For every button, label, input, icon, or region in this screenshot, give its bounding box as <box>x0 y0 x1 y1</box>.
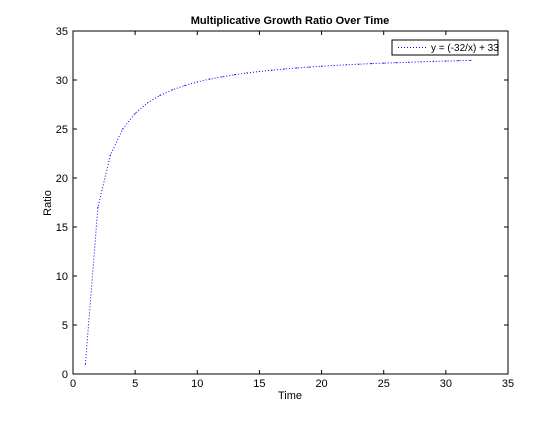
y-tick-label: 25 <box>56 124 68 136</box>
data-point <box>432 60 434 63</box>
data-point <box>383 62 385 64</box>
data-point <box>445 60 447 62</box>
data-point <box>159 94 161 96</box>
data-point <box>296 67 298 69</box>
data-point <box>271 69 273 71</box>
data-point <box>184 84 186 87</box>
y-axis-label: Ratio <box>42 190 54 216</box>
data-point <box>84 363 86 365</box>
y-axis-ticks: 0 5 10 15 20 25 30 35 <box>56 26 508 381</box>
data-point <box>221 76 223 78</box>
x-tick-label: 15 <box>253 378 265 390</box>
x-tick-label: 0 <box>70 378 76 390</box>
plot-area <box>72 30 509 375</box>
data-point <box>283 68 285 70</box>
data-point <box>333 64 335 67</box>
data-point <box>321 65 323 67</box>
data-point <box>258 70 260 73</box>
x-axis-ticks: 0 5 10 15 20 25 30 35 <box>70 31 514 390</box>
legend-box <box>391 39 499 56</box>
data-point <box>196 81 198 83</box>
y-tick-label: 0 <box>62 369 68 381</box>
data-point <box>97 206 99 208</box>
data-point <box>209 78 211 80</box>
x-tick-label: 5 <box>132 378 138 390</box>
y-tick-label: 30 <box>56 75 68 87</box>
data-point <box>122 128 124 130</box>
x-axis-label: Time <box>278 390 302 402</box>
chart-title: Multiplicative Growth Ratio Over Time <box>191 15 389 27</box>
data-point <box>171 89 173 91</box>
data-point <box>147 102 149 104</box>
x-tick-label: 30 <box>440 378 452 390</box>
y-tick-label: 10 <box>56 271 68 283</box>
data-point <box>420 61 422 63</box>
y-tick-label: 35 <box>56 26 68 38</box>
x-tick-label: 35 <box>502 378 514 390</box>
data-point <box>408 61 410 63</box>
data-point <box>109 154 111 156</box>
x-tick-label: 25 <box>378 378 390 390</box>
data-point <box>234 74 236 76</box>
x-tick-label: 20 <box>315 378 327 390</box>
data-point <box>395 62 397 64</box>
data-point <box>370 63 372 65</box>
legend: y = (-32/x) + 33 <box>391 39 499 56</box>
x-tick-label: 10 <box>191 378 203 390</box>
data-point <box>457 60 459 62</box>
series-layer <box>84 59 472 365</box>
data-point <box>134 112 136 114</box>
data-point <box>345 64 347 66</box>
data-point <box>358 63 360 65</box>
legend-label: y = (-32/x) + 33 <box>431 43 499 54</box>
data-point <box>470 59 472 62</box>
y-tick-label: 15 <box>56 222 68 234</box>
data-point <box>246 72 248 74</box>
series-line-0 <box>84 59 471 365</box>
data-point <box>308 66 310 68</box>
y-tick-label: 20 <box>56 173 68 185</box>
y-tick-label: 5 <box>62 320 68 332</box>
